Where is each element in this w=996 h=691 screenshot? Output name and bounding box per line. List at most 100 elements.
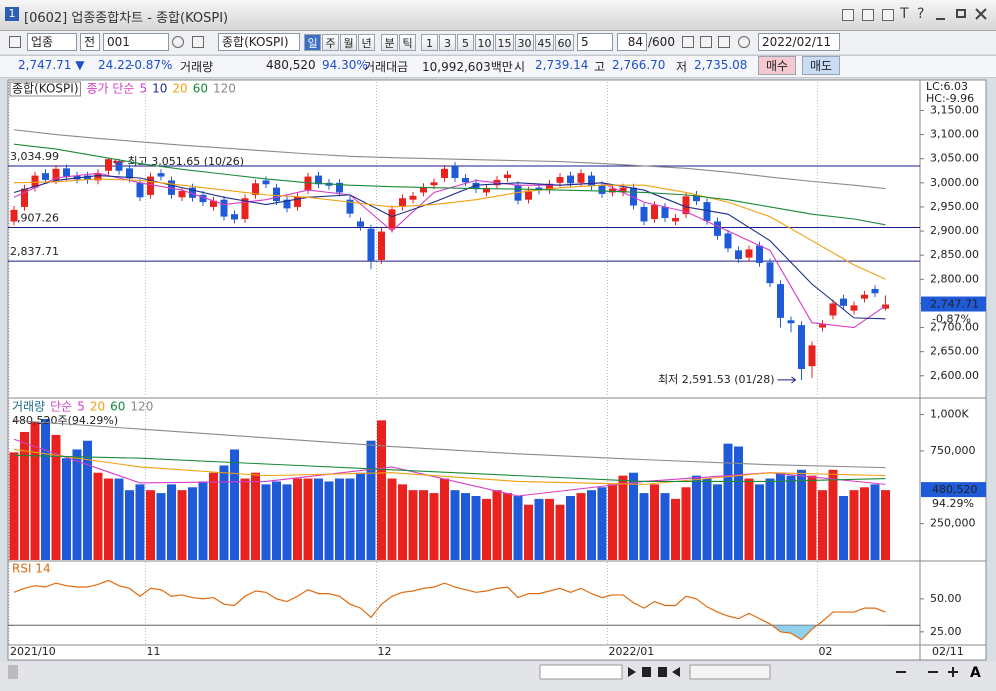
low-label: 저 <box>676 60 688 74</box>
zoom-label[interactable]: A <box>970 665 981 681</box>
candle-body <box>409 195 417 200</box>
tool-icon[interactable] <box>882 9 894 21</box>
volume-bar <box>408 490 418 560</box>
settings-icon[interactable] <box>738 36 750 48</box>
volume-bar <box>744 478 754 560</box>
volume-bar <box>93 472 103 560</box>
candle-body <box>798 325 805 370</box>
close[interactable] <box>975 8 987 20</box>
zoom-slider[interactable] <box>689 664 771 680</box>
legend-box <box>9 81 81 97</box>
last-label: 2,747.71 <box>930 298 979 311</box>
volume-bar <box>314 478 323 560</box>
legend-entry: 5 <box>77 400 85 414</box>
volume-bar <box>461 493 470 560</box>
mode-select[interactable]: 전 <box>80 33 100 51</box>
candle-body <box>693 194 700 202</box>
y-tick-label: 50.00 <box>930 592 962 605</box>
volume-bar <box>839 496 848 560</box>
volume-bar <box>440 478 449 560</box>
period-button[interactable]: 년 <box>358 34 375 51</box>
minute-button[interactable]: 15 <box>495 34 514 51</box>
tool-icon[interactable] <box>718 36 730 48</box>
code-input[interactable]: 001 <box>103 33 169 51</box>
volume-bar <box>398 484 407 560</box>
candle-body <box>682 196 690 215</box>
buy-button[interactable]: 매수 <box>758 56 796 75</box>
period-button[interactable]: 주 <box>322 34 339 51</box>
count-input[interactable]: 84 <box>617 33 647 51</box>
tool-icon[interactable] <box>842 9 854 21</box>
search-icon[interactable] <box>172 36 184 48</box>
volume-label: 거래량 <box>180 60 214 74</box>
scroll-track[interactable] <box>539 664 623 680</box>
period-button[interactable]: 분 <box>381 34 398 51</box>
minute-button[interactable]: 3 <box>439 34 456 51</box>
sell-button[interactable]: 매도 <box>802 56 840 75</box>
candle-body <box>808 345 816 367</box>
candle-body <box>199 194 207 203</box>
market-select[interactable]: 업종 <box>27 33 77 51</box>
candle-body <box>231 214 238 220</box>
volume-bar <box>335 478 344 560</box>
minute-button[interactable]: 30 <box>515 34 534 51</box>
help[interactable]: ? <box>917 6 925 22</box>
moving-average <box>13 419 886 469</box>
volume-bar <box>135 484 145 560</box>
candle-body <box>829 303 837 316</box>
candle-body <box>819 324 826 328</box>
volume-bar <box>776 472 785 560</box>
volume-bar <box>639 493 649 560</box>
sound-icon[interactable] <box>192 36 204 48</box>
play[interactable] <box>628 667 636 677</box>
volume-bar <box>713 484 722 560</box>
period-button[interactable]: 틱 <box>399 34 416 51</box>
maximize[interactable] <box>956 9 966 18</box>
candle-body <box>63 168 70 177</box>
volume-bar <box>471 496 481 560</box>
minimize[interactable] <box>936 18 945 20</box>
tool-icon[interactable] <box>862 9 874 21</box>
volume-bar <box>534 498 544 560</box>
candle-body <box>714 221 721 236</box>
volume-bar <box>9 452 19 560</box>
minute-button[interactable]: 60 <box>555 34 574 51</box>
legend-prefix: 종가 단순 <box>87 82 135 96</box>
volume-bar <box>198 481 208 560</box>
rewind[interactable] <box>672 667 680 677</box>
last-box <box>921 296 986 312</box>
minute-button[interactable]: 45 <box>535 34 554 51</box>
candle-body <box>367 228 375 261</box>
volume-bar <box>230 449 239 560</box>
candle-body <box>577 173 585 183</box>
tool-icon[interactable] <box>700 36 712 48</box>
period-button[interactable]: 월 <box>340 34 357 51</box>
candle-body <box>147 176 154 195</box>
volume-bar <box>272 481 281 560</box>
x-tick-label: 11 <box>147 645 161 658</box>
tool-text[interactable]: T <box>900 6 909 22</box>
candle-body <box>178 191 186 198</box>
volume-bar <box>660 493 670 560</box>
custom-period[interactable]: 5 <box>577 33 613 51</box>
volume-bar <box>597 487 607 560</box>
volume-bar <box>765 478 775 560</box>
volume-bar <box>881 490 890 560</box>
period-button[interactable]: 일 <box>304 34 321 51</box>
panel: 25.00 50.00 RSI 14 <box>8 562 962 641</box>
amount: 10,992,603백만 <box>422 60 513 74</box>
minute-button[interactable]: 1 <box>421 34 438 51</box>
minute-button[interactable]: 10 <box>475 34 494 51</box>
tool-icon[interactable] <box>682 36 694 48</box>
candle-body <box>724 233 732 249</box>
date-input[interactable]: 2022/02/11 <box>758 33 840 51</box>
pause[interactable] <box>642 667 651 677</box>
stop[interactable] <box>658 667 667 677</box>
volume-bar <box>524 504 533 560</box>
x-end-label: 02/11 <box>932 645 964 658</box>
y-tick-label: 3,050.00 <box>930 152 979 165</box>
scroll-left[interactable] <box>8 665 18 679</box>
zoom-buttons[interactable] <box>896 667 958 677</box>
minute-button[interactable]: 5 <box>457 34 474 51</box>
layout-icon[interactable] <box>9 36 21 48</box>
